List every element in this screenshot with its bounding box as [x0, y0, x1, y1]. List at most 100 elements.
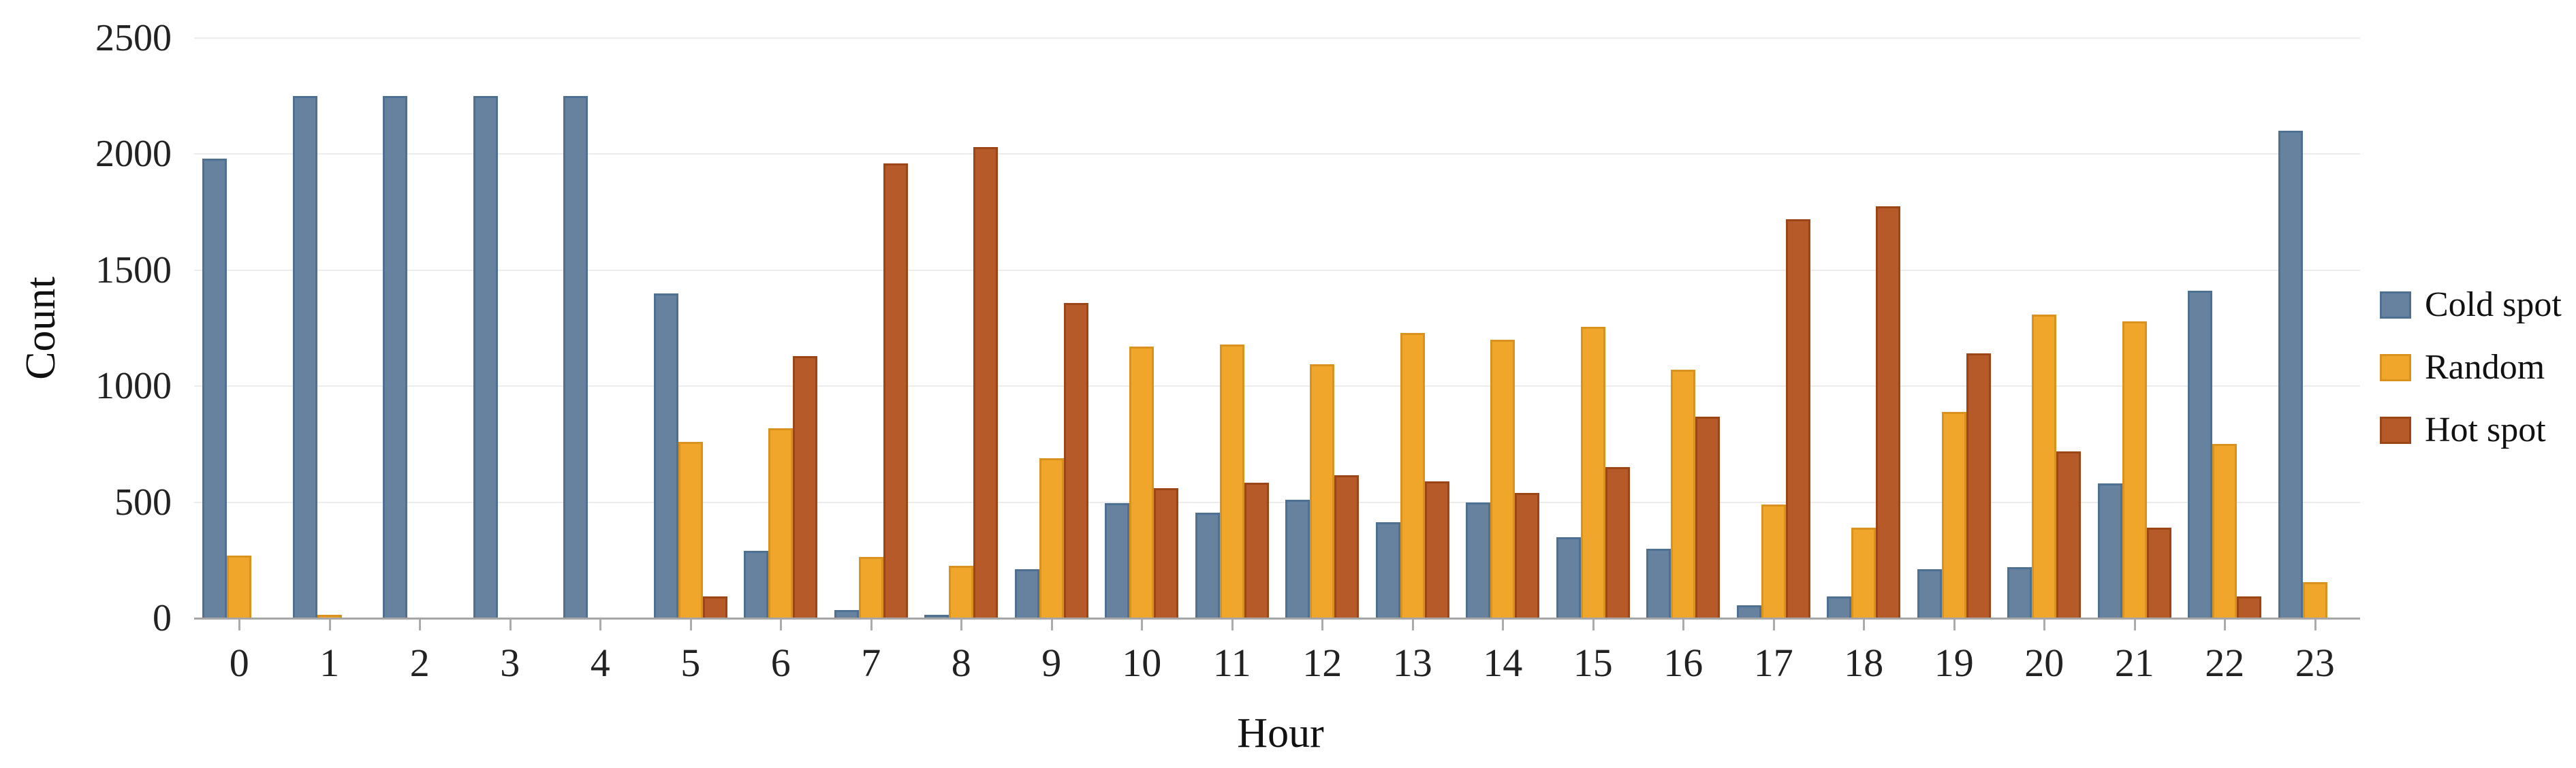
bar-random-hour-11: [1219, 344, 1244, 618]
bar-cold-spot-hour-6: [744, 551, 769, 618]
x-tick-label-20: 20: [2024, 641, 2064, 685]
bar-random-hour-9: [1039, 458, 1064, 618]
x-tick-mark-1: [328, 620, 331, 630]
bar-random-hour-23: [2302, 582, 2327, 618]
x-tick-mark-2: [419, 620, 422, 630]
x-tick-mark-10: [1141, 620, 1144, 630]
legend-swatch-random: [2380, 354, 2411, 381]
x-tick-mark-15: [1592, 620, 1595, 630]
bar-random-hour-6: [768, 428, 794, 618]
x-tick-label-1: 1: [319, 641, 340, 685]
x-tick-mark-21: [2133, 620, 2136, 630]
x-tick-label-3: 3: [500, 641, 520, 685]
bar-hot-spot-hour-22: [2237, 596, 2262, 618]
bar-random-hour-7: [858, 556, 883, 618]
bar-cold-spot-hour-1: [292, 96, 317, 618]
bar-random-hour-10: [1129, 347, 1155, 618]
bar-hot-spot-hour-9: [1063, 302, 1088, 618]
bar-hot-spot-hour-6: [793, 355, 818, 618]
x-tick-label-23: 23: [2295, 641, 2335, 685]
bar-random-hour-1: [317, 614, 342, 618]
x-tick-label-21: 21: [2114, 641, 2154, 685]
bar-cold-spot-hour-17: [1736, 605, 1761, 618]
bar-cold-spot-hour-21: [2097, 483, 2122, 618]
bar-cold-spot-hour-11: [1195, 512, 1220, 618]
legend-item-cold-spot: Cold spot: [2380, 285, 2576, 324]
bar-cold-spot-hour-10: [1105, 503, 1130, 618]
legend-swatch-hot-spot: [2380, 417, 2411, 444]
x-tick-label-7: 7: [861, 641, 881, 685]
x-tick-mark-9: [1050, 620, 1053, 630]
bar-hot-spot-hour-10: [1154, 488, 1179, 618]
bar-hot-spot-hour-16: [1695, 416, 1721, 618]
bar-hot-spot-hour-11: [1244, 482, 1269, 618]
bar-hot-spot-hour-18: [1876, 206, 1901, 618]
x-tick-mark-4: [599, 620, 602, 630]
x-tick-label-16: 16: [1663, 641, 1703, 685]
bar-cold-spot-hour-13: [1375, 522, 1400, 618]
bar-random-hour-8: [949, 566, 974, 618]
bar-random-hour-15: [1580, 327, 1605, 618]
legend-label-random: Random: [2425, 348, 2545, 387]
bar-cold-spot-hour-14: [1466, 502, 1491, 618]
bar-cold-spot-hour-4: [563, 96, 588, 618]
x-tick-mark-14: [1502, 620, 1505, 630]
bar-cold-spot-hour-0: [202, 159, 227, 618]
bar-hot-spot-hour-20: [2056, 451, 2082, 618]
bar-random-hour-12: [1310, 364, 1335, 618]
x-tick-label-11: 11: [1212, 641, 1251, 685]
x-tick-mark-5: [689, 620, 692, 630]
gridline-2500: [194, 37, 2360, 39]
x-tick-mark-22: [2224, 620, 2227, 630]
x-tick-mark-19: [1953, 620, 1955, 630]
gridline-1500: [194, 269, 2360, 271]
y-tick-label-1000: 1000: [95, 365, 172, 408]
bar-cold-spot-hour-7: [834, 610, 859, 618]
x-tick-label-9: 9: [1041, 641, 1062, 685]
x-tick-label-14: 14: [1483, 641, 1523, 685]
x-axis-line: [194, 618, 2360, 620]
legend-label-cold-spot: Cold spot: [2425, 285, 2562, 324]
bar-hot-spot-hour-17: [1785, 219, 1810, 618]
x-tick-mark-8: [960, 620, 963, 630]
bar-hot-spot-hour-12: [1334, 475, 1360, 618]
bar-hot-spot-hour-8: [973, 147, 999, 618]
x-tick-mark-23: [2314, 620, 2316, 630]
x-tick-mark-12: [1321, 620, 1324, 630]
x-axis-title: Hour: [1237, 710, 1324, 756]
x-tick-mark-3: [509, 620, 512, 630]
x-tick-label-5: 5: [680, 641, 701, 685]
x-tick-label-13: 13: [1392, 641, 1432, 685]
bar-cold-spot-hour-16: [1646, 548, 1671, 618]
bar-hot-spot-hour-13: [1424, 481, 1449, 618]
x-tick-mark-0: [238, 620, 241, 630]
bar-random-hour-21: [2122, 321, 2147, 618]
x-tick-mark-11: [1231, 620, 1234, 630]
legend-item-random: Random: [2380, 348, 2576, 387]
x-tick-label-15: 15: [1573, 641, 1613, 685]
x-tick-label-4: 4: [590, 641, 610, 685]
bar-cold-spot-hour-20: [2007, 567, 2032, 618]
x-tick-mark-13: [1411, 620, 1414, 630]
x-tick-label-17: 17: [1753, 641, 1793, 685]
bar-cold-spot-hour-23: [2278, 131, 2303, 618]
x-tick-mark-7: [870, 620, 873, 630]
x-tick-mark-17: [1772, 620, 1775, 630]
gridline-1000: [194, 385, 2360, 387]
bar-hot-spot-hour-19: [1966, 353, 1991, 618]
y-tick-label-1500: 1500: [95, 249, 172, 291]
y-tick-label-2000: 2000: [95, 133, 172, 176]
x-tick-label-12: 12: [1302, 641, 1342, 685]
bar-cold-spot-hour-3: [473, 96, 498, 618]
x-tick-label-8: 8: [951, 641, 971, 685]
bar-hot-spot-hour-7: [883, 163, 908, 618]
bar-random-hour-17: [1761, 505, 1786, 618]
x-tick-label-6: 6: [770, 641, 791, 685]
legend-label-hot-spot: Hot spot: [2425, 411, 2546, 449]
bar-random-hour-19: [1941, 411, 1966, 618]
x-tick-label-22: 22: [2205, 641, 2245, 685]
x-tick-label-19: 19: [1934, 641, 1974, 685]
gridline-500: [194, 501, 2360, 503]
x-tick-mark-6: [780, 620, 783, 630]
